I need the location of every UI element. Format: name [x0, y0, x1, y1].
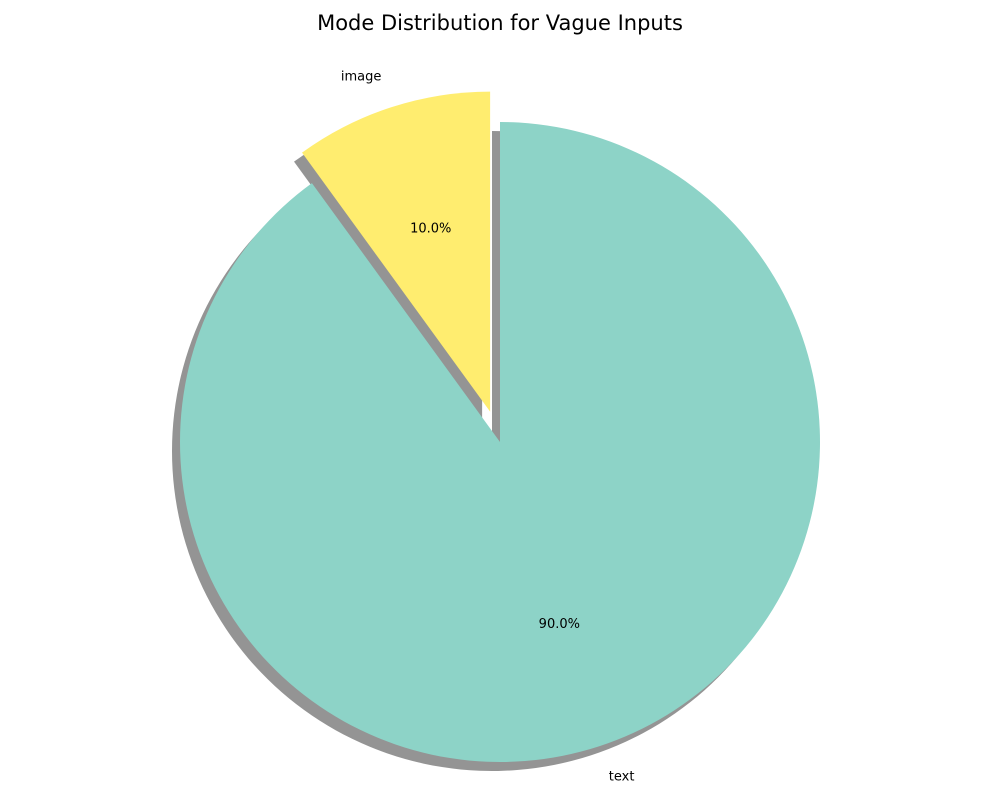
- slice-layer: [179, 91, 821, 762]
- slice-label-image: image: [341, 69, 382, 84]
- pie-slice-text: [179, 122, 821, 762]
- chart-title: Mode Distribution for Vague Inputs: [317, 11, 683, 35]
- pct-label-image: 10.0%: [410, 221, 451, 236]
- pct-label-text: 90.0%: [539, 617, 580, 632]
- label-layer: text 90.0% image 10.0%: [341, 69, 635, 784]
- pie-slice-image: [302, 91, 491, 412]
- slice-label-text: text: [609, 769, 635, 784]
